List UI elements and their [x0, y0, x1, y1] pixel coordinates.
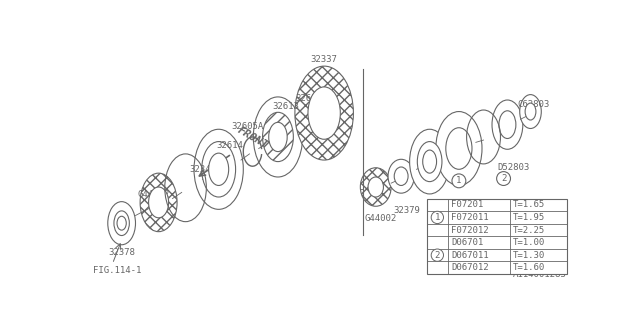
Ellipse shape — [422, 150, 436, 173]
Text: T=1.95: T=1.95 — [513, 213, 545, 222]
Ellipse shape — [388, 159, 414, 193]
Ellipse shape — [436, 112, 482, 186]
Ellipse shape — [209, 153, 228, 186]
Ellipse shape — [202, 141, 236, 197]
Ellipse shape — [148, 187, 168, 218]
Text: 32614: 32614 — [216, 141, 243, 150]
Text: FRONT: FRONT — [236, 125, 270, 150]
Text: 1: 1 — [435, 213, 440, 222]
Ellipse shape — [499, 111, 516, 139]
Ellipse shape — [108, 202, 136, 245]
Circle shape — [431, 249, 444, 261]
Ellipse shape — [446, 128, 472, 169]
Text: T=1.60: T=1.60 — [513, 263, 545, 272]
Ellipse shape — [417, 141, 442, 182]
Text: A114001283: A114001283 — [513, 270, 566, 279]
Text: G44002: G44002 — [137, 190, 170, 199]
Ellipse shape — [520, 95, 541, 129]
Ellipse shape — [360, 168, 391, 206]
Circle shape — [431, 211, 444, 224]
Ellipse shape — [525, 103, 536, 120]
Bar — [427, 198, 566, 274]
Text: 1: 1 — [456, 176, 461, 185]
Text: 32605A: 32605A — [232, 122, 264, 131]
Text: T=1.00: T=1.00 — [513, 238, 545, 247]
Text: 32613: 32613 — [273, 101, 300, 110]
Text: 32614: 32614 — [296, 94, 323, 103]
Text: 32337: 32337 — [310, 55, 337, 64]
Text: 32378: 32378 — [108, 248, 135, 257]
Text: D067011: D067011 — [451, 251, 489, 260]
Text: G32901: G32901 — [437, 200, 470, 209]
Ellipse shape — [114, 211, 129, 236]
Ellipse shape — [117, 216, 126, 230]
Ellipse shape — [194, 129, 243, 209]
Text: F072011: F072011 — [451, 213, 489, 222]
Ellipse shape — [410, 129, 450, 194]
Text: C62803: C62803 — [517, 100, 550, 109]
Ellipse shape — [140, 173, 177, 232]
Ellipse shape — [492, 100, 523, 149]
Ellipse shape — [394, 167, 408, 186]
Text: T=1.30: T=1.30 — [513, 251, 545, 260]
Text: 32379: 32379 — [394, 206, 420, 215]
Text: 2: 2 — [435, 251, 440, 260]
Text: D067012: D067012 — [451, 263, 489, 272]
Text: F072012: F072012 — [451, 226, 489, 235]
Ellipse shape — [295, 66, 353, 160]
Text: FIG.114-1: FIG.114-1 — [93, 266, 141, 275]
Text: F07201: F07201 — [451, 200, 483, 209]
Ellipse shape — [253, 97, 303, 177]
Text: 2: 2 — [501, 174, 506, 183]
Text: 32341: 32341 — [189, 165, 216, 174]
Text: D06701: D06701 — [451, 238, 483, 247]
Ellipse shape — [308, 87, 340, 139]
Text: D52803: D52803 — [497, 163, 530, 172]
Text: T=2.25: T=2.25 — [513, 226, 545, 235]
Circle shape — [497, 172, 511, 186]
Ellipse shape — [262, 112, 293, 162]
Circle shape — [452, 174, 466, 188]
Ellipse shape — [269, 122, 287, 152]
Ellipse shape — [368, 177, 383, 197]
Text: T=1.65: T=1.65 — [513, 200, 545, 209]
Text: G44002: G44002 — [365, 214, 397, 223]
